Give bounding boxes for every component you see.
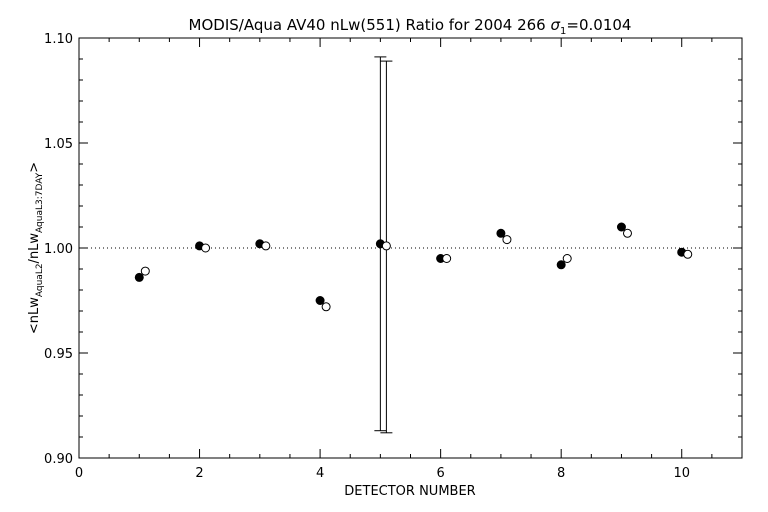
axis-ticks xyxy=(78,37,743,459)
chart-title: MODIS/Aqua AV40 nLw(551) Ratio for 2004 … xyxy=(189,16,632,37)
open-point xyxy=(140,266,150,276)
x-tick-label: 10 xyxy=(673,466,690,481)
x-tick-label: 6 xyxy=(436,466,444,481)
plot-frame xyxy=(78,37,743,459)
open-point xyxy=(442,254,452,263)
filled-point xyxy=(616,222,626,232)
open-point xyxy=(502,235,512,245)
x-tick-label: 8 xyxy=(557,466,565,481)
x-tick-label: 2 xyxy=(195,466,203,481)
y-axis-title: <nLwAquaL2/nLwAquaL3:7DAY> xyxy=(27,162,45,334)
filled-point xyxy=(134,272,144,282)
filled-point xyxy=(496,228,506,238)
open-point xyxy=(622,228,632,238)
y-tick-label: 1.05 xyxy=(44,137,73,152)
axis-tick-labels: 0 2 4 6 8 10 0.90 0.95 1.00 1.05 1.10 xyxy=(44,32,690,481)
open-point xyxy=(683,249,693,259)
open-point xyxy=(321,302,331,312)
data-points xyxy=(134,222,693,312)
y-tick-label: 0.95 xyxy=(44,347,73,362)
y-tick-label: 1.10 xyxy=(44,32,73,47)
filled-point xyxy=(315,296,325,305)
x-tick-label: 0 xyxy=(75,466,83,481)
x-tick-label: 4 xyxy=(316,466,324,481)
open-point xyxy=(261,241,271,251)
open-point xyxy=(201,243,211,253)
open-point xyxy=(562,254,572,263)
filled-point xyxy=(556,260,566,270)
y-tick-label: 0.90 xyxy=(44,452,73,467)
y-tick-label: 1.00 xyxy=(44,242,73,257)
open-point xyxy=(381,241,391,251)
x-axis-title: DETECTOR NUMBER xyxy=(344,484,475,499)
